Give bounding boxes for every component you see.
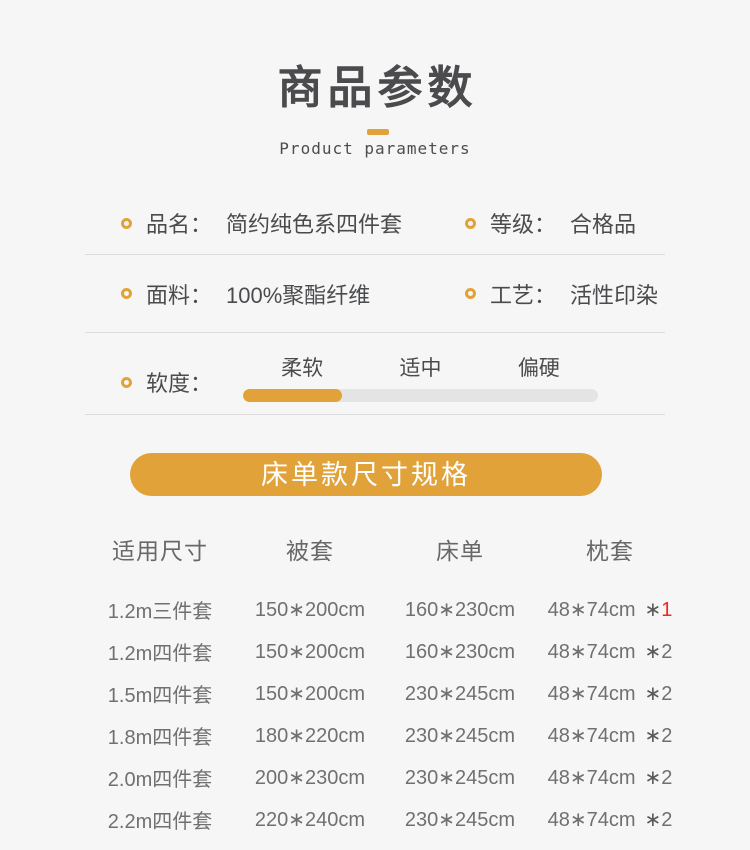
pillow-size: 48∗74cm	[547, 808, 636, 831]
softness-row: 软度： 柔软 适中 偏硬	[85, 333, 665, 415]
softness-level-label: 偏硬	[517, 357, 560, 380]
size-table-header-cell: 枕套	[586, 538, 634, 564]
table-row: 1.8m四件套 180∗220cm 230∗245cm 48∗74cm ∗2	[85, 714, 685, 756]
size-table-header-cell: 被套	[286, 538, 334, 564]
cell-sheet: 160∗230cm	[404, 640, 516, 663]
asterisk: ∗	[644, 808, 662, 831]
softness-level-label: 柔软	[281, 357, 324, 380]
asterisk: ∗	[644, 682, 662, 705]
cell-pillow: 48∗74cm ∗2	[535, 765, 685, 790]
softness-fill	[243, 389, 343, 402]
cell-size: 1.5m四件套	[107, 684, 213, 707]
table-row: 1.2m三件套 150∗200cm 160∗230cm 48∗74cm ∗1	[85, 588, 685, 630]
param-item-left: 品名： 简约纯色系四件套	[121, 192, 402, 254]
param-label: 品名：	[146, 212, 213, 237]
pillow-count: ∗2	[645, 641, 673, 663]
asterisk: ∗	[644, 598, 662, 621]
pillow-size: 48∗74cm	[547, 724, 636, 747]
cell-pillow: 48∗74cm ∗1	[535, 597, 685, 622]
param-value: 简约纯色系四件套	[226, 212, 403, 237]
param-label: 等级：	[490, 212, 557, 237]
softness-level-labels: 柔软 适中 偏硬	[243, 352, 598, 382]
pillow-count: ∗2	[645, 809, 673, 831]
bullet-ring-icon	[121, 288, 132, 299]
cell-sheet: 230∗245cm	[404, 766, 516, 789]
cell-size: 1.2m三件套	[107, 600, 213, 623]
param-item-right: 工艺： 活性印染	[465, 255, 658, 332]
cell-size: 1.2m四件套	[107, 642, 213, 665]
pillow-count: ∗2	[645, 767, 673, 789]
pillow-count-number: 1	[661, 598, 673, 621]
cell-size: 2.0m四件套	[107, 768, 213, 791]
cell-sheet: 230∗245cm	[404, 724, 516, 747]
param-value: 活性印染	[570, 282, 659, 308]
asterisk: ∗	[644, 766, 662, 789]
pillow-count: ∗2	[645, 725, 673, 747]
title-accent-dash-icon	[367, 129, 389, 135]
cell-sheet: 160∗230cm	[404, 598, 516, 621]
pillow-size: 48∗74cm	[547, 640, 636, 663]
asterisk: ∗	[644, 724, 662, 747]
param-row: 品名： 简约纯色系四件套 等级： 合格品	[85, 192, 665, 255]
param-item-left: 软度：	[121, 366, 212, 398]
pillow-count-number: 2	[661, 808, 673, 831]
size-table-header-cell: 适用尺寸	[112, 538, 208, 564]
pillow-count-number: 2	[661, 640, 673, 663]
pillow-count-number: 2	[661, 724, 673, 747]
param-item-right: 等级： 合格品	[465, 192, 636, 254]
cell-duvet: 150∗200cm	[254, 598, 366, 621]
cell-pillow: 48∗74cm ∗2	[535, 807, 685, 832]
param-label: 工艺：	[490, 282, 557, 308]
bullet-ring-icon	[121, 217, 132, 229]
param-item-left: 面料： 100%聚酯纤维	[121, 255, 370, 332]
size-table: 适用尺寸 被套 床单 枕套 1.2m三件套 150∗200cm 160∗230cm 48∗7…	[85, 532, 685, 840]
param-value: 100%聚酯纤维	[226, 282, 371, 308]
cell-duvet: 180∗220cm	[254, 724, 366, 747]
param-label: 软度：	[146, 371, 213, 396]
cell-pillow: 48∗74cm ∗2	[535, 639, 685, 664]
pillow-count: ∗1	[645, 599, 673, 621]
cell-duvet: 150∗200cm	[254, 640, 366, 663]
page-title: 商品参数	[277, 62, 478, 113]
table-row: 2.0m四件套 200∗230cm 230∗245cm 48∗74cm ∗2	[85, 756, 685, 798]
table-row: 1.2m四件套 150∗200cm 160∗230cm 48∗74cm ∗2	[85, 630, 685, 672]
size-table-header-cell: 床单	[436, 538, 484, 564]
cell-sheet: 230∗245cm	[404, 808, 516, 831]
size-table-body: 1.2m三件套 150∗200cm 160∗230cm 48∗74cm ∗1 1.2m四件…	[85, 588, 685, 840]
cell-duvet: 220∗240cm	[254, 808, 366, 831]
cell-size: 2.2m四件套	[107, 810, 213, 833]
pillow-count-number: 2	[661, 682, 673, 705]
bullet-ring-icon	[121, 376, 132, 388]
pillow-size: 48∗74cm	[547, 766, 636, 789]
softness-track	[243, 389, 598, 402]
cell-size: 1.8m四件套	[107, 726, 213, 749]
table-row: 1.5m四件套 150∗200cm 230∗245cm 48∗74cm ∗2	[85, 672, 685, 714]
parameters-section: 品名： 简约纯色系四件套 等级： 合格品面料： 100%聚酯纤维 工艺： 活性印染软度： 柔软…	[85, 192, 665, 415]
asterisk: ∗	[644, 640, 662, 663]
size-table-header-row: 适用尺寸 被套 床单 枕套	[85, 532, 685, 566]
cell-pillow: 48∗74cm ∗2	[535, 681, 685, 706]
cell-duvet: 150∗200cm	[254, 682, 366, 705]
pillow-size: 48∗74cm	[547, 598, 636, 621]
pillow-count: ∗2	[645, 683, 673, 705]
bullet-ring-icon	[465, 288, 476, 299]
page-subtitle: Product parameters	[279, 139, 471, 158]
param-value: 合格品	[570, 212, 637, 237]
param-label: 面料：	[146, 282, 213, 308]
size-section-banner: 床单款尺寸规格	[130, 453, 602, 496]
pillow-count-number: 2	[661, 766, 673, 789]
softness-level-label: 适中	[399, 357, 442, 380]
param-row: 面料： 100%聚酯纤维 工艺： 活性印染	[85, 255, 665, 333]
bullet-ring-icon	[465, 217, 476, 229]
cell-pillow: 48∗74cm ∗2	[535, 723, 685, 748]
table-row: 2.2m四件套 220∗240cm 230∗245cm 48∗74cm ∗2	[85, 798, 685, 840]
softness-slider: 柔软 适中 偏硬	[243, 352, 598, 402]
cell-duvet: 200∗230cm	[254, 766, 366, 789]
cell-sheet: 230∗245cm	[404, 682, 516, 705]
pillow-size: 48∗74cm	[547, 682, 636, 705]
